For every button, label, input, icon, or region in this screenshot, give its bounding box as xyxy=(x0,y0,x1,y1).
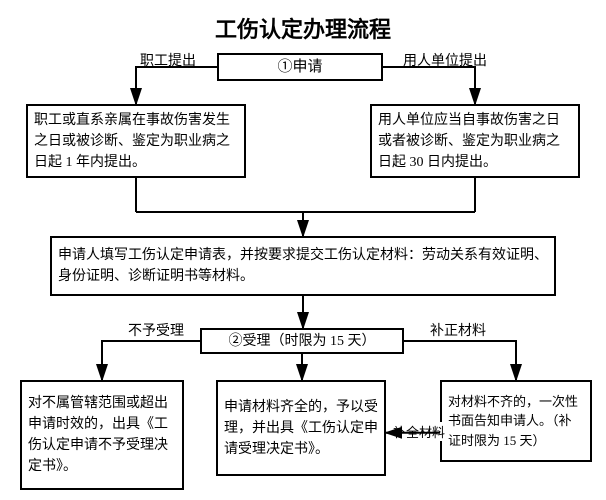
node-employee-submit: 职工或直系亲属在事故伤害发生之日或被诊断、鉴定为职业病之日起 1 年内提出。 xyxy=(26,104,246,178)
label-reject: 不予受理 xyxy=(128,320,184,340)
node-apply: ①申请 xyxy=(217,53,383,81)
label-employer: 用人单位提出 xyxy=(403,50,487,70)
label-supplement-return: 补全材料 xyxy=(393,422,445,441)
node-accept: ②受理（时限为 15 天） xyxy=(200,328,404,354)
flowchart-canvas: 工伤认定办理流程 ①申请 职工或直系亲属在事故伤害发生之日或被诊断、鉴定为职业病… xyxy=(0,0,606,500)
node-reject: 对不属管辖范围或超出申请时效的，出具《工伤认定申请不予受理决定书》。 xyxy=(20,380,184,490)
node-lack-materials: 对材料不齐的，一次性书面告知申请人。（补证时限为 15 天） xyxy=(440,380,592,462)
node-employer-submit: 用人单位应当自事故伤害之日或者被诊断、鉴定为职业病之日起 30 日内提出。 xyxy=(370,104,580,178)
diagram-title: 工伤认定办理流程 xyxy=(0,12,606,44)
label-supplement: 补正材料 xyxy=(430,320,486,340)
node-materials: 申请人填写工伤认定申请表，并按要求提交工伤认定材料：劳动关系有效证明、身份证明、… xyxy=(50,236,556,296)
label-employee: 职工提出 xyxy=(140,50,196,70)
node-accept-full: 申请材料齐全的，予以受理，并出具《工伤认定申请受理决定书》。 xyxy=(216,380,386,476)
